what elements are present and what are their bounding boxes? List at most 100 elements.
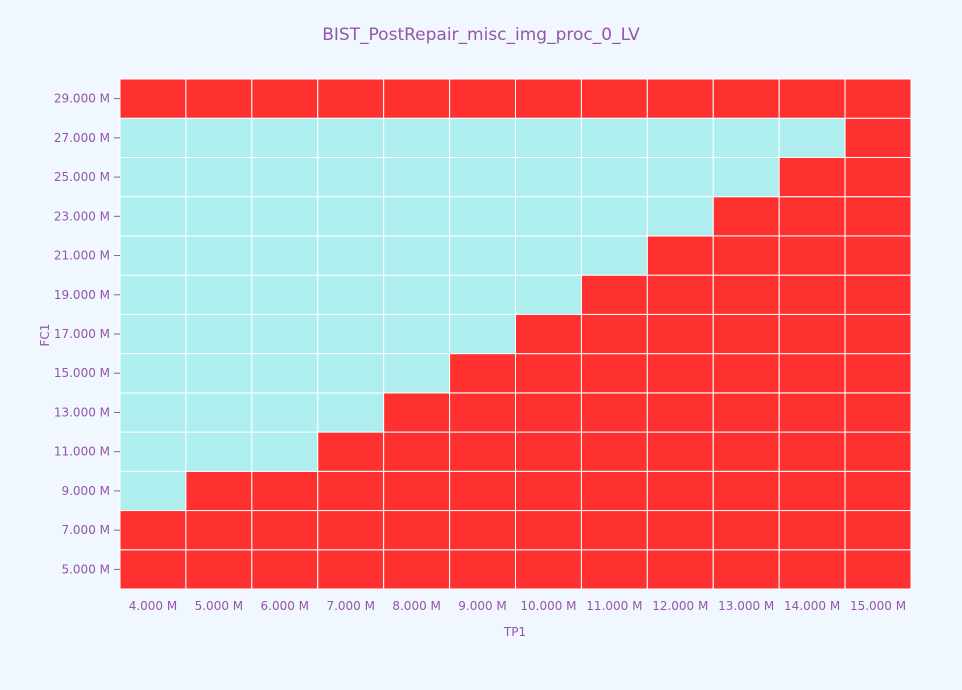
heatmap-cell: [383, 117, 451, 158]
heatmap-cell: [580, 392, 648, 433]
x-tick-label: 9.000 M: [458, 599, 507, 613]
heatmap-cell: [712, 313, 780, 355]
heatmap-cell: [185, 313, 253, 355]
heatmap-cell: [119, 274, 187, 315]
heatmap-cell: [383, 313, 451, 355]
heatmap-cell: [449, 78, 517, 119]
heatmap-cell: [844, 117, 912, 158]
heatmap-cell: [646, 392, 714, 433]
heatmap-cell: [383, 549, 451, 590]
heatmap-cell: [383, 431, 451, 472]
heatmap-cell: [185, 549, 253, 590]
heatmap-cell: [712, 431, 780, 472]
x-tick-label: 4.000 M: [129, 599, 178, 613]
heatmap-cell: [580, 510, 648, 551]
heatmap-cell: [119, 235, 187, 276]
heatmap-cell: [119, 353, 187, 394]
heatmap-cell: [515, 196, 582, 237]
heatmap-cell: [119, 78, 187, 119]
heatmap-cell: [778, 549, 846, 590]
heatmap-cell: [119, 510, 187, 551]
heatmap-cell: [185, 431, 253, 472]
heatmap-cell: [317, 392, 385, 433]
heatmap-cell: [449, 431, 517, 472]
y-tick-label: 25.000 M: [54, 170, 110, 184]
heatmap-cell: [251, 353, 319, 394]
heatmap-cell: [515, 235, 582, 276]
heatmap-cell: [251, 196, 319, 237]
heatmap-cell: [185, 353, 253, 394]
heatmap-cell: [383, 274, 451, 315]
heatmap-cell: [646, 549, 714, 590]
y-axis-ticks: 5.000 M 7.000 M 9.000 M 11.000 M 13.000 M 15.…: [54, 92, 120, 576]
heatmap-cell: [383, 196, 451, 237]
heatmap-cell: [778, 392, 846, 433]
x-tick-label: 11.000 M: [586, 599, 642, 613]
heatmap-cell: [778, 274, 846, 315]
heatmap-cell: [317, 353, 385, 394]
heatmap-cell: [844, 78, 912, 119]
heatmap-cell: [844, 313, 912, 355]
heatmap-cell: [251, 274, 319, 315]
heatmap-cell: [251, 235, 319, 276]
y-tick-label: 23.000 M: [54, 209, 110, 223]
heatmap-cell: [646, 431, 714, 472]
x-tick-label: 13.000 M: [718, 599, 774, 613]
heatmap-cell: [844, 156, 912, 198]
heatmap-cell: [383, 156, 451, 198]
heatmap-cell: [778, 235, 846, 276]
y-tick-label: 5.000 M: [61, 562, 110, 576]
heatmap-cell: [778, 431, 846, 472]
heatmap-cell: [515, 156, 582, 198]
y-tick-label: 17.000 M: [54, 327, 110, 341]
heatmap-cell: [646, 156, 714, 198]
heatmap-cell: [646, 117, 714, 158]
heatmap-cell: [119, 392, 187, 433]
heatmap-cell: [317, 196, 385, 237]
heatmap-cell: [317, 117, 385, 158]
heatmap-cell: [383, 392, 451, 433]
y-tick-label: 19.000 M: [54, 288, 110, 302]
heatmap-cell: [251, 313, 319, 355]
heatmap-cell: [580, 431, 648, 472]
heatmap-cell: [449, 470, 517, 512]
heatmap-cell: [778, 78, 846, 119]
heatmap-cell: [185, 235, 253, 276]
heatmap-cell: [844, 235, 912, 276]
heatmap-cell: [317, 274, 385, 315]
heatmap-cell: [449, 510, 517, 551]
heatmap-cell: [712, 117, 780, 158]
heatmap-cell: [383, 78, 451, 119]
heatmap-cell: [317, 510, 385, 551]
heatmap-cell: [778, 353, 846, 394]
x-axis-ticks: 4.000 M 5.000 M 6.000 M 7.000 M 8.000 M 9.000…: [129, 599, 906, 613]
y-tick-label: 13.000 M: [54, 405, 110, 419]
heatmap-cell: [580, 156, 648, 198]
heatmap-cell: [119, 549, 187, 590]
heatmap-cells: [119, 78, 912, 590]
heatmap-cell: [646, 510, 714, 551]
heatmap-cell: [580, 78, 648, 119]
heatmap-cell: [449, 274, 517, 315]
heatmap-cell: [449, 196, 517, 237]
heatmap-cell: [844, 470, 912, 512]
heatmap-cell: [317, 470, 385, 512]
heatmap-cell: [844, 549, 912, 590]
x-tick-label: 12.000 M: [652, 599, 708, 613]
x-tick-label: 8.000 M: [392, 599, 441, 613]
heatmap-cell: [844, 431, 912, 472]
heatmap-cell: [251, 549, 319, 590]
heatmap-cell: [317, 235, 385, 276]
heatmap-cell: [515, 470, 582, 512]
heatmap-cell: [515, 313, 582, 355]
heatmap-cell: [778, 313, 846, 355]
heatmap-cell: [712, 156, 780, 198]
heatmap-cell: [449, 117, 517, 158]
heatmap-cell: [580, 549, 648, 590]
heatmap-cell: [778, 156, 846, 198]
heatmap-cell: [119, 431, 187, 472]
heatmap-cell: [185, 470, 253, 512]
heatmap-cell: [119, 313, 187, 355]
y-tick-label: 27.000 M: [54, 131, 110, 145]
heatmap-cell: [317, 431, 385, 472]
